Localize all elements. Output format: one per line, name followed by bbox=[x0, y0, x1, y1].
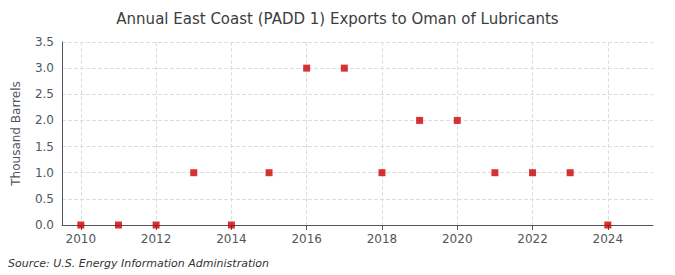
svg-text:2.5: 2.5 bbox=[35, 87, 54, 101]
svg-text:2010: 2010 bbox=[66, 232, 97, 246]
svg-text:3.5: 3.5 bbox=[35, 35, 54, 49]
svg-text:1.0: 1.0 bbox=[35, 166, 54, 180]
svg-text:2018: 2018 bbox=[367, 232, 398, 246]
svg-text:2024: 2024 bbox=[593, 232, 624, 246]
svg-text:2012: 2012 bbox=[141, 232, 172, 246]
svg-text:Thousand Barrels: Thousand Barrels bbox=[9, 81, 23, 186]
svg-text:2022: 2022 bbox=[517, 232, 548, 246]
svg-text:1.5: 1.5 bbox=[35, 140, 54, 154]
svg-text:Annual East Coast (PADD 1) Exp: Annual East Coast (PADD 1) Exports to Om… bbox=[116, 10, 558, 28]
svg-text:2020: 2020 bbox=[442, 232, 473, 246]
svg-text:0.0: 0.0 bbox=[35, 218, 54, 232]
svg-text:2014: 2014 bbox=[216, 232, 247, 246]
svg-text:2016: 2016 bbox=[291, 232, 322, 246]
svg-text:2.0: 2.0 bbox=[35, 113, 54, 127]
svg-text:3.0: 3.0 bbox=[35, 61, 54, 75]
svg-text:Source: U.S. Energy Informatio: Source: U.S. Energy Information Administ… bbox=[8, 257, 269, 270]
svg-text:0.5: 0.5 bbox=[35, 192, 54, 206]
